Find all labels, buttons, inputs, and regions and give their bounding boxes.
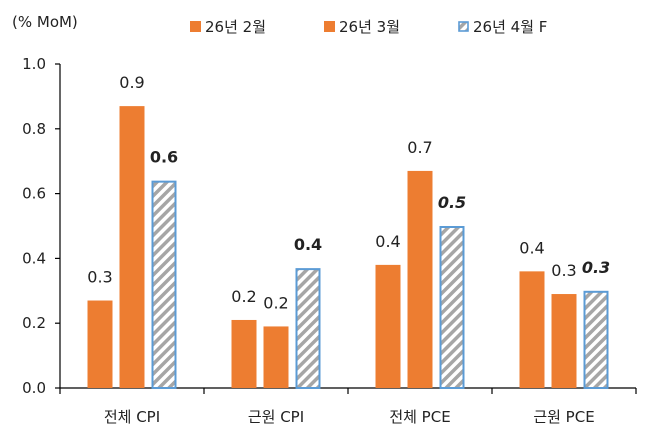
data-label: 0.3 (582, 258, 610, 277)
bar (407, 170, 433, 388)
y-tick-label: 0.8 (22, 120, 46, 138)
x-tick-label: 근원 CPI (248, 408, 304, 426)
bar (87, 300, 113, 388)
legend-swatch (190, 21, 201, 32)
bar (295, 268, 321, 389)
data-labels: 0.3 0.2 0.4 0.4 0.9 0.2 0.7 0.3 0.6 0.4 0.5 0.3 (87, 73, 610, 312)
data-label: 0.7 (407, 138, 432, 157)
data-label: 0.9 (119, 73, 144, 92)
x-tick-label: 전체 CPI (104, 408, 160, 426)
bar (151, 180, 177, 389)
y-tick-label: 0.2 (22, 314, 46, 332)
legend-label: 26년 4월 F (473, 18, 547, 36)
unit-label: (% MoM) (12, 13, 78, 31)
data-label: 0.3 (87, 268, 112, 287)
bar (119, 106, 145, 389)
data-label: 0.6 (150, 148, 178, 167)
bar (583, 290, 609, 389)
data-label: 0.4 (375, 232, 400, 251)
data-label: 0.4 (294, 235, 322, 254)
bar (551, 294, 577, 388)
data-label: 0.2 (231, 287, 256, 306)
bar (375, 264, 401, 388)
y-tick-label: 0.0 (22, 379, 46, 397)
legend: 26년 2월 26년 3월 26년 4월 F (190, 18, 547, 36)
legend-swatch (458, 21, 469, 32)
x-tick-label: 근원 PCE (533, 408, 594, 426)
bar (439, 226, 465, 389)
y-tick-label: 0.6 (22, 185, 46, 203)
legend-label: 26년 3월 (339, 18, 400, 36)
data-label: 0.2 (263, 293, 288, 312)
y-tick-label: 0.4 (22, 249, 46, 267)
bar (519, 271, 545, 388)
y-tick-label: 1.0 (22, 55, 46, 73)
legend-swatch (324, 21, 335, 32)
legend-label: 26년 2월 (205, 18, 266, 36)
data-label: 0.3 (551, 261, 576, 280)
data-label: 0.4 (519, 238, 544, 257)
y-axis: 0.0 0.2 0.4 0.6 0.8 1.0 (22, 55, 61, 397)
bar (263, 326, 289, 388)
bars (87, 106, 609, 389)
bar (231, 319, 257, 388)
data-label: 0.5 (438, 193, 466, 212)
x-axis: 전체 CPI 근원 CPI 전체 PCE 근원 PCE (59, 387, 637, 426)
x-tick-label: 전체 PCE (389, 408, 450, 426)
